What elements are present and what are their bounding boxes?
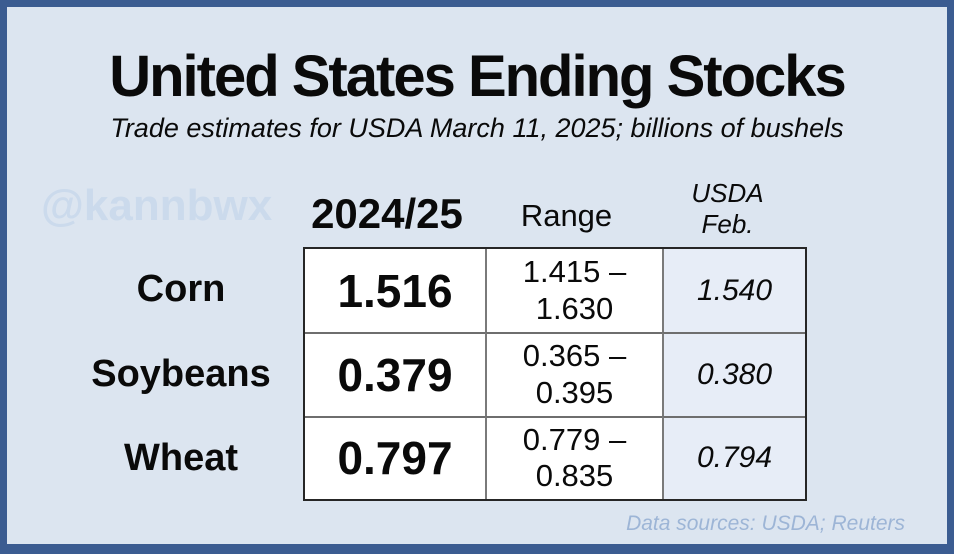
cell-soybeans-range-line1: 0.365 – [522, 338, 627, 374]
cell-soybeans-range-line2: 0.395 [535, 374, 614, 410]
column-header-usda-feb: USDA Feb. [655, 178, 800, 240]
cell-soybeans-range: 0.365 – 0.395 [485, 332, 662, 416]
row-label-corn: Corn [136, 267, 226, 310]
cell-corn-estimate: 1.516 [305, 249, 485, 333]
cell-soybeans-usda-feb: 0.380 [662, 332, 805, 416]
row-label-wheat: Wheat [124, 437, 238, 480]
column-header-usda-line1: USDA [691, 177, 764, 208]
page-title: United States Ending Stocks [109, 44, 847, 109]
cell-corn-range-line2: 1.630 [535, 290, 614, 326]
column-header-range: Range [520, 198, 613, 233]
estimates-table: 1.516 1.415 – 1.630 1.540 0.379 0.365 – … [303, 247, 807, 501]
table-row-labels: Corn Soybeans Wheat [37, 247, 303, 501]
cell-corn-range: 1.415 – 1.630 [485, 249, 662, 333]
table-column-headers: 2024/25 Range USDA Feb. [296, 173, 800, 240]
watermark-handle: @kannbwx [41, 181, 273, 230]
column-header-usda-line2: Feb. [701, 208, 754, 239]
data-sources-note: Data sources: USDA; Reuters [626, 512, 905, 535]
column-header-2024-25: 2024/25 [311, 190, 463, 237]
row-label-soybeans: Soybeans [91, 352, 271, 395]
cell-wheat-estimate: 0.797 [305, 415, 485, 499]
page-subtitle: Trade estimates for USDA March 11, 2025;… [110, 113, 844, 143]
cell-wheat-range-line2: 0.835 [535, 458, 614, 494]
cell-wheat-usda-feb: 0.794 [662, 415, 805, 499]
cell-corn-usda-feb: 1.540 [662, 249, 805, 333]
cell-wheat-range: 0.779 – 0.835 [485, 415, 662, 499]
cell-soybeans-estimate: 0.379 [305, 332, 485, 416]
cell-wheat-range-line1: 0.779 – [522, 421, 627, 457]
cell-corn-range-line1: 1.415 – [522, 254, 627, 290]
